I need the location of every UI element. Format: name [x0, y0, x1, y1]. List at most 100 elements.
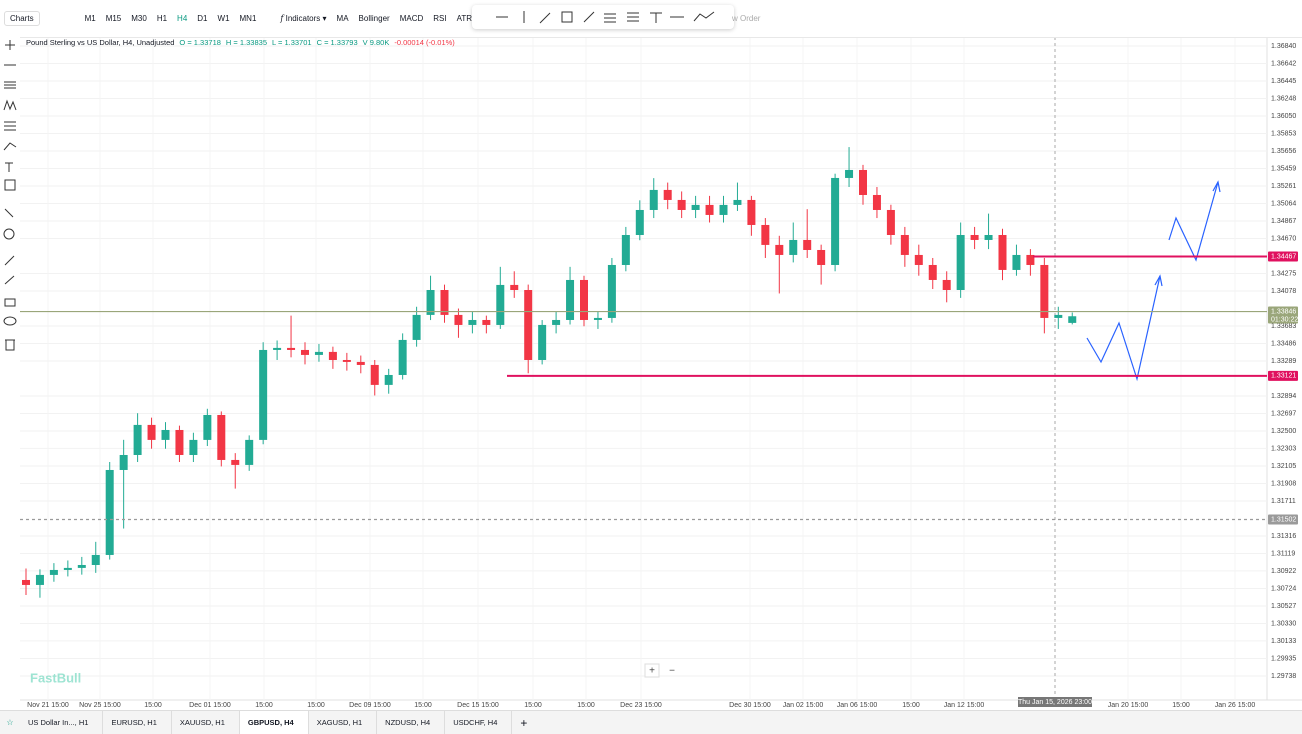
indicator-button[interactable]: RSI — [433, 14, 447, 23]
candle-body — [510, 284, 519, 290]
timeframe-button[interactable]: MN1 — [239, 14, 257, 23]
drawn-path[interactable] — [1168, 181, 1219, 262]
candle-body — [77, 564, 86, 568]
indicator-button[interactable]: ATR — [456, 14, 472, 23]
candle-body — [775, 244, 784, 255]
left-toolbar — [0, 37, 20, 710]
tab-list: US Dollar In..., H1 EURUSD, H1 XAUUSD, H1 G… — [20, 711, 513, 734]
x-tick-label: Jan 20 15:00 — [1108, 702, 1149, 709]
candle-body — [872, 194, 881, 210]
symbol-tabs: ☆ US Dollar In..., H1 EURUSD, H1 XAUUSD, H… — [0, 710, 1302, 734]
candle-body — [817, 249, 826, 265]
candle-body — [245, 439, 254, 465]
timeframe-button[interactable]: H1 — [156, 14, 168, 23]
candle-body — [482, 319, 491, 325]
candle-body — [845, 169, 854, 178]
candle-body — [956, 234, 965, 290]
y-tick-label: 1.35459 — [1271, 165, 1296, 172]
candle-body — [259, 349, 268, 440]
symbol-tab[interactable]: GBPUSD, H4 — [239, 711, 309, 734]
crosshair-label-box — [1018, 697, 1092, 707]
drawing-tools — [496, 11, 715, 24]
x-tick-label: 15:00 — [414, 702, 432, 709]
y-tick-label: 1.33683 — [1271, 323, 1296, 330]
symbol-tab[interactable]: NZDUSD, H4 — [377, 711, 446, 734]
candle-body — [831, 177, 840, 265]
y-tick-label: 1.32303 — [1271, 445, 1296, 452]
price-label: 1.33846 — [1271, 308, 1296, 315]
candle-body — [440, 289, 449, 315]
candle-body — [719, 204, 728, 215]
y-tick-label: 1.29738 — [1271, 673, 1296, 680]
candle-body — [538, 324, 547, 360]
price-label: 1.31502 — [1271, 516, 1296, 523]
grid — [20, 37, 1267, 700]
y-tick-label: 1.34867 — [1271, 218, 1296, 225]
x-tick-label: 15:00 — [902, 702, 920, 709]
candle-body — [426, 289, 435, 315]
timeframe-button[interactable]: D1 — [197, 14, 208, 23]
candle-body — [496, 284, 505, 325]
legend: Pound Sterling vs US Dollar, H4, Unadjus… — [26, 38, 455, 47]
candle-body — [1012, 254, 1021, 270]
y-tick-label: 1.35261 — [1271, 183, 1296, 190]
y-tick-label: 1.35656 — [1271, 148, 1296, 155]
timeframe-button[interactable]: M1 — [84, 14, 96, 23]
timeframe-button[interactable]: M30 — [131, 14, 147, 23]
price-label-box — [1268, 514, 1298, 525]
y-tick-label: 1.31316 — [1271, 533, 1296, 540]
candle-body — [733, 199, 742, 205]
candle-body — [1040, 264, 1049, 318]
candle-body — [1026, 254, 1035, 265]
indicators-button[interactable]: f Indicators ▾ — [280, 14, 327, 23]
symbol-tab[interactable]: EURUSD, H1 — [103, 711, 172, 734]
add-tab[interactable]: + — [520, 715, 528, 730]
y-tick-label: 1.34670 — [1271, 235, 1296, 242]
timeframe-button[interactable]: W1 — [217, 14, 230, 23]
x-tick-label: Dec 09 15:00 — [349, 702, 391, 709]
y-tick-label: 1.32105 — [1271, 463, 1296, 470]
x-tick-label: Jan 02 15:00 — [783, 702, 824, 709]
x-tick-label: 15:00 — [577, 702, 595, 709]
timeframe-button[interactable]: M15 — [105, 14, 122, 23]
candle-body — [91, 554, 100, 565]
indicator-button[interactable]: MACD — [399, 14, 424, 23]
favorites[interactable]: ☆ — [6, 718, 14, 727]
candle-body — [328, 351, 337, 360]
candle-body — [133, 424, 142, 455]
y-tick-label: 1.34078 — [1271, 288, 1296, 295]
x-tick-label: Dec 23 15:00 — [620, 702, 662, 709]
drawn-path[interactable] — [1086, 275, 1161, 382]
candle-body — [566, 279, 575, 320]
y-tick-label: 1.30330 — [1271, 620, 1296, 627]
y-tick-label: 1.30527 — [1271, 603, 1296, 610]
symbol-tab[interactable]: USDCHF, H4 — [445, 711, 513, 734]
x-tick-label: 15:00 — [524, 702, 542, 709]
charts-menu[interactable]: Charts — [4, 11, 40, 26]
candle-body — [1068, 316, 1077, 323]
candle-body — [803, 239, 812, 250]
x-tick-label: 15:00 — [255, 702, 273, 709]
indicator-button[interactable]: MA — [336, 14, 349, 23]
candle-body — [49, 569, 58, 575]
timeframe-button[interactable]: H4 — [177, 14, 188, 23]
y-tick-label: 1.35853 — [1271, 130, 1296, 137]
arrow-head — [1212, 180, 1221, 193]
symbol-tab[interactable]: XAGUSD, H1 — [309, 711, 378, 734]
indicator-button[interactable]: Bollinger — [358, 14, 390, 23]
candle-body — [273, 347, 282, 350]
y-tick-label: 1.32697 — [1271, 410, 1296, 417]
zoom-controls[interactable]: + − — [644, 663, 675, 678]
symbol-name: Pound Sterling vs US Dollar, H4, Unadjus… — [26, 38, 175, 47]
candle-body — [22, 579, 30, 585]
y-tick-label: 1.36050 — [1271, 113, 1296, 120]
candle-body — [900, 234, 909, 255]
y-tick-label: 1.32500 — [1271, 428, 1296, 435]
candle-body — [524, 289, 533, 360]
candle-body — [649, 189, 658, 210]
candle-body — [147, 424, 156, 440]
symbol-tab[interactable]: XAUUSD, H1 — [172, 711, 240, 734]
symbol-tab[interactable]: US Dollar In..., H1 — [20, 711, 104, 734]
